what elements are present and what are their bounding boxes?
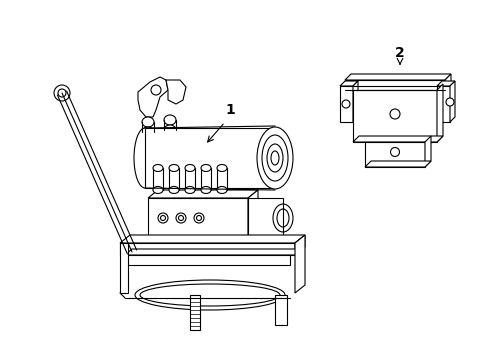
Polygon shape [138,77,168,117]
Ellipse shape [201,165,210,171]
Circle shape [158,213,168,223]
Polygon shape [339,81,357,86]
Circle shape [178,216,183,220]
Polygon shape [364,142,424,167]
Ellipse shape [184,186,195,194]
Ellipse shape [169,165,179,171]
Polygon shape [165,80,185,104]
Polygon shape [352,136,442,142]
Circle shape [196,216,201,220]
Ellipse shape [169,186,179,194]
Ellipse shape [262,135,287,181]
Ellipse shape [140,284,280,306]
Ellipse shape [134,128,156,188]
Bar [145,128,274,188]
Ellipse shape [142,127,154,137]
Polygon shape [352,81,357,122]
Circle shape [194,213,203,223]
Circle shape [176,213,185,223]
Circle shape [54,85,70,101]
Circle shape [341,100,349,108]
Ellipse shape [163,125,176,135]
Polygon shape [444,74,450,90]
Polygon shape [201,168,210,190]
Polygon shape [153,168,163,190]
Circle shape [160,216,165,220]
Polygon shape [424,136,430,167]
Ellipse shape [163,115,176,125]
Circle shape [445,98,453,106]
Ellipse shape [201,186,210,194]
Circle shape [390,148,399,157]
Circle shape [389,109,399,119]
Polygon shape [436,86,449,122]
Polygon shape [247,190,258,238]
Polygon shape [120,235,305,243]
Polygon shape [217,168,226,190]
Ellipse shape [153,165,163,171]
Circle shape [151,85,161,95]
Bar [190,295,200,330]
Polygon shape [294,235,305,255]
Polygon shape [345,74,450,80]
Polygon shape [120,243,128,293]
Polygon shape [120,243,294,255]
Polygon shape [148,190,258,198]
Ellipse shape [276,209,288,227]
Ellipse shape [272,204,292,232]
Ellipse shape [270,151,279,165]
Polygon shape [148,198,247,238]
Ellipse shape [217,165,226,171]
Circle shape [58,89,66,97]
Text: 1: 1 [224,103,234,117]
Bar [274,295,286,325]
Polygon shape [364,161,430,167]
Bar [247,198,283,238]
Polygon shape [436,84,442,142]
Text: 2: 2 [394,46,404,60]
Ellipse shape [142,117,154,127]
Ellipse shape [257,127,292,189]
Ellipse shape [135,280,285,310]
Polygon shape [125,249,302,255]
Polygon shape [169,168,179,190]
Polygon shape [125,255,289,265]
Ellipse shape [217,186,226,194]
Ellipse shape [266,144,283,172]
Polygon shape [436,81,454,86]
Polygon shape [352,90,436,142]
Polygon shape [339,86,352,122]
Polygon shape [294,235,305,293]
Ellipse shape [184,165,195,171]
Polygon shape [184,168,195,190]
Polygon shape [449,81,454,122]
Ellipse shape [153,186,163,194]
Polygon shape [345,80,444,90]
